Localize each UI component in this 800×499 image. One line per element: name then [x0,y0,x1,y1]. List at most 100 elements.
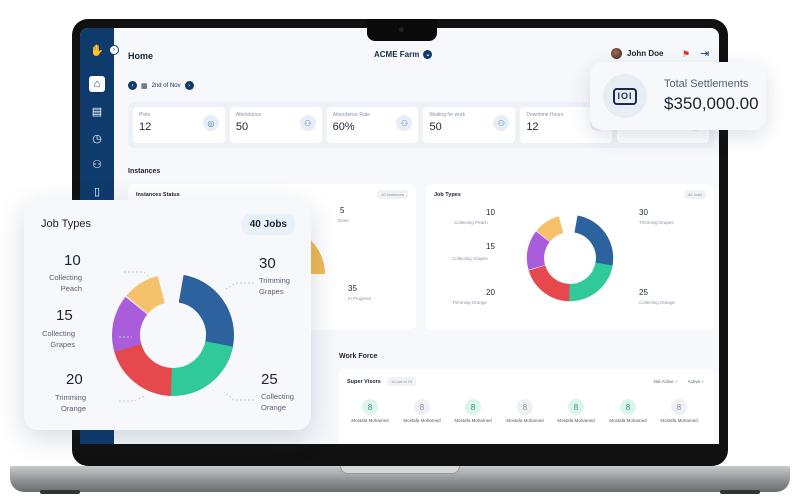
person-icon: 8 [465,399,481,415]
kpi-value: 50 [429,121,442,133]
job-value: 30 [639,208,648,217]
legend-active: Active [687,379,701,384]
total-settlements-card: IOI Total Settlements $350,000.00 [590,62,766,130]
job-value: 15 [56,307,73,324]
kpi-label: Waiting for work [429,112,466,118]
location-pin-icon: ◎ [202,115,219,131]
job-value: 10 [64,252,81,269]
job-label-line: Trimming [259,276,290,285]
job-label-line: Trimming [55,393,86,402]
laptop-foot [40,490,80,494]
laptop-foot [720,490,760,494]
person-icon: 8 [568,399,584,415]
job-label: Collecting Orange [261,391,294,413]
job-label: Trimming Grapes [259,275,290,297]
job-label-line: Collecting [49,273,82,282]
chevron-down-icon: ⌄ [423,50,433,59]
instances-section-title: Instances [128,168,161,175]
jobs-filter-chip[interactable]: All Jobs [683,190,706,199]
kpi-card-attendance-rate: Attendance Rate 60% ⚇ [326,107,419,143]
job-label-line: Collecting [261,392,294,401]
job-value: 30 [259,255,276,272]
person-icon: 8 [362,399,378,415]
camera [399,27,404,32]
job-value: 15 [486,242,495,251]
job-value: 20 [486,288,495,297]
kpi-value: 60% [332,121,355,133]
legend-inactive: Not Active [653,379,674,384]
job-label: Collecting Peach [454,220,488,225]
in-progress-label: In Progress [348,296,372,301]
done-label: Done [338,218,349,223]
supervisor-item[interactable]: 8 Mostafa Mohamed [654,399,704,423]
date-navigator: ‹ ▦ 2nd of Nov › [128,81,194,90]
settlements-value: $350,000.00 [664,94,759,113]
supervisor-item[interactable]: 8 Mostafa Mohamed [551,399,601,423]
logout-icon[interactable]: ⇥ [700,48,710,60]
job-label-line: Orange [261,403,287,412]
supervisor-name: Mostafa Mohamed [403,418,441,423]
supervisor-item[interactable]: 8 Mostafa Mohamed [397,399,447,423]
supervisor-item[interactable]: 8 Mostafa Mohamed [448,399,498,423]
next-date-button[interactable]: › [184,81,194,90]
supervisor-name: Mostafa Mohamed [660,418,698,423]
person-icon: 8 [620,399,636,415]
home-icon[interactable]: ⌂ [89,76,105,92]
supervisor-name: Mostafa Mohamed [557,418,595,423]
supervisor-item[interactable]: 8 Mostafa Mohamed [603,399,653,423]
job-label-line: Peach [60,284,82,293]
job-value: 25 [639,288,648,297]
hand-logo-icon: ✋ [90,44,104,57]
page-title: Home [128,51,154,61]
kpi-card-plots: Plots 12 ◎ [133,107,225,143]
job-types-card: Job Types All Jobs 10 Collecting Peach 1… [426,184,714,330]
document-icon[interactable]: ▯ [93,185,101,198]
person-icon: 8 [517,399,533,415]
supervisor-name: Mostafa Mohamed [506,418,544,423]
job-label: Collecting Grapes [40,328,75,350]
kpi-label: Attendance [235,112,262,118]
sidebar-toggle-button[interactable]: › [109,45,119,55]
kpi-card-waiting: Waiting for work 50 ⚇ [423,107,516,143]
leader-lines [119,271,254,402]
job-types-popup-card: Job Types 40 Jobs 10 Collecting Peach 15 … [24,200,311,430]
supervisors-count-chip: 10 out of 15 [387,377,417,386]
supervisor-name: Mostafa Mohamed [351,418,389,423]
job-label-line: Grapes [50,340,75,349]
prev-date-button[interactable]: ‹ [128,81,137,90]
job-value: 20 [66,371,83,388]
instances-filter-chip[interactable]: 40 Instances [377,190,408,199]
job-label: Collecting Grapes [452,256,488,261]
job-types-donut [111,274,234,396]
card-title: Super Visors [347,379,381,385]
job-label-line: Collecting [42,329,75,338]
farm-selector[interactable]: ACME Farm ⌄ [374,50,433,59]
job-value: 10 [486,208,495,217]
in-progress-count: 35 [348,284,357,293]
calendar-icon[interactable]: ▤ [91,105,103,118]
job-value: 25 [261,371,278,388]
card-title: Job Types [434,192,461,198]
job-label: Trimming Orange [52,392,86,414]
language-flag-icon[interactable]: ⚑ [682,49,691,59]
job-label: Trimming Grapes [639,220,674,225]
supervisor-item[interactable]: 8 Mostafa Mohamed [500,399,550,423]
supervisors-card: Super Visors 10 out of 15 Not Active ● A… [339,369,714,444]
user-menu[interactable]: John Doe [611,48,663,59]
person-icon: 8 [671,399,687,415]
settlements-label: Total Settlements [664,78,749,90]
supervisor-name: Mostafa Mohamed [454,418,492,423]
jobs-count-chip: 40 Jobs [241,214,295,235]
current-date: 2nd of Nov [151,82,181,89]
supervisor-item[interactable]: 8 Mostafa Mohamed [345,399,395,423]
job-label: Trimming Orange [452,300,487,305]
cash-icon: IOI [603,74,647,118]
done-count: 5 [340,206,345,215]
activity-legend: Not Active ● Active ● [653,379,705,384]
kpi-label: Plots [139,112,151,118]
person-icon: 8 [414,399,430,415]
kpi-label: Attendance Rate [332,112,370,118]
users-icon[interactable]: ⚇ [92,158,102,171]
clock-icon[interactable]: ◷ [92,132,102,145]
users-icon: ⚇ [396,115,413,131]
